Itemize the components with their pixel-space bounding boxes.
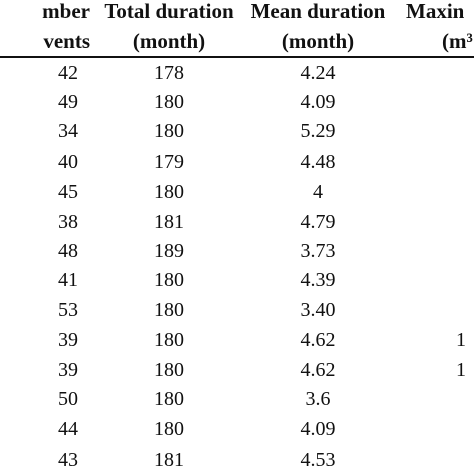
- header-rule: [0, 56, 474, 58]
- header-maximum: Maxin (m³: [406, 0, 474, 56]
- cell-total-duration: 180: [154, 181, 184, 203]
- cell-maximum: 1: [456, 359, 466, 381]
- cell-mean-duration: 4.62: [300, 329, 336, 351]
- cell-events: 40: [58, 151, 78, 173]
- cell-events: 39: [58, 359, 78, 381]
- cell-total-duration: 180: [154, 329, 184, 351]
- table-row: 41 180 4.39: [0, 266, 474, 294]
- header-number-of-events: mber vents: [0, 0, 90, 56]
- cell-events: 39: [58, 329, 78, 351]
- table-row: 45 180 4: [0, 178, 474, 206]
- cell-mean-duration: 3.6: [305, 388, 331, 410]
- cell-total-duration: 189: [154, 240, 184, 262]
- table-row: 40 179 4.48: [0, 148, 474, 176]
- cell-mean-duration: 4.09: [300, 418, 336, 440]
- cell-mean-duration: 4.62: [300, 359, 336, 381]
- cell-total-duration: 180: [154, 388, 184, 410]
- cell-total-duration: 180: [154, 91, 184, 113]
- table-row: 48 189 3.73: [0, 237, 474, 265]
- table-row: 34 180 5.29: [0, 117, 474, 145]
- cell-total-duration: 178: [154, 62, 184, 84]
- cell-mean-duration: 4.79: [300, 211, 336, 233]
- table-row: 39 180 4.62 1: [0, 356, 474, 384]
- cell-total-duration: 179: [154, 151, 184, 173]
- cell-mean-duration: 3.73: [300, 240, 336, 262]
- cell-mean-duration: 5.29: [300, 120, 336, 142]
- header-mean-line1: Mean duration: [250, 0, 386, 23]
- cell-mean-duration: 3.40: [300, 299, 336, 321]
- table-row: 38 181 4.79: [0, 208, 474, 236]
- table-row: 49 180 4.09: [0, 88, 474, 116]
- cell-events: 38: [58, 211, 78, 233]
- table-row: 43 181 4.53: [0, 446, 474, 474]
- cell-total-duration: 180: [154, 418, 184, 440]
- cell-events: 41: [58, 269, 78, 291]
- cell-total-duration: 181: [154, 449, 184, 471]
- cell-mean-duration: 4: [313, 181, 323, 203]
- cell-total-duration: 181: [154, 211, 184, 233]
- cell-events: 42: [58, 62, 78, 84]
- cell-events: 43: [58, 449, 78, 471]
- cell-events: 34: [58, 120, 78, 142]
- cell-events: 44: [58, 418, 78, 440]
- cell-events: 48: [58, 240, 78, 262]
- cell-total-duration: 180: [154, 359, 184, 381]
- cell-events: 49: [58, 91, 78, 113]
- table-row: 39 180 4.62 1: [0, 326, 474, 354]
- cell-mean-duration: 4.24: [300, 62, 336, 84]
- table-row: 53 180 3.40: [0, 296, 474, 324]
- header-total-line2: (month): [132, 29, 206, 53]
- cell-maximum: 1: [456, 329, 466, 351]
- header-total-line1: Total duration: [104, 0, 234, 23]
- cell-total-duration: 180: [154, 299, 184, 321]
- header-events-line2: vents: [43, 29, 90, 53]
- header-max-line1: Maxin: [406, 0, 465, 23]
- cell-events: 50: [58, 388, 78, 410]
- header-mean-duration: Mean duration (month): [240, 0, 396, 56]
- table-row: 42 178 4.24: [0, 59, 474, 87]
- cell-mean-duration: 4.09: [300, 91, 336, 113]
- header-mean-line2: (month): [281, 29, 355, 53]
- header-events-line1: mber: [42, 0, 90, 23]
- cell-mean-duration: 4.53: [300, 449, 336, 471]
- header-max-line2: (m³: [442, 29, 473, 53]
- cell-mean-duration: 4.39: [300, 269, 336, 291]
- header-total-duration: Total duration (month): [96, 0, 242, 56]
- cell-mean-duration: 4.48: [300, 151, 336, 173]
- cell-events: 53: [58, 299, 78, 321]
- table-row: 50 180 3.6: [0, 385, 474, 413]
- cell-total-duration: 180: [154, 120, 184, 142]
- table-row: 44 180 4.09: [0, 415, 474, 443]
- cell-total-duration: 180: [154, 269, 184, 291]
- cell-events: 45: [58, 181, 78, 203]
